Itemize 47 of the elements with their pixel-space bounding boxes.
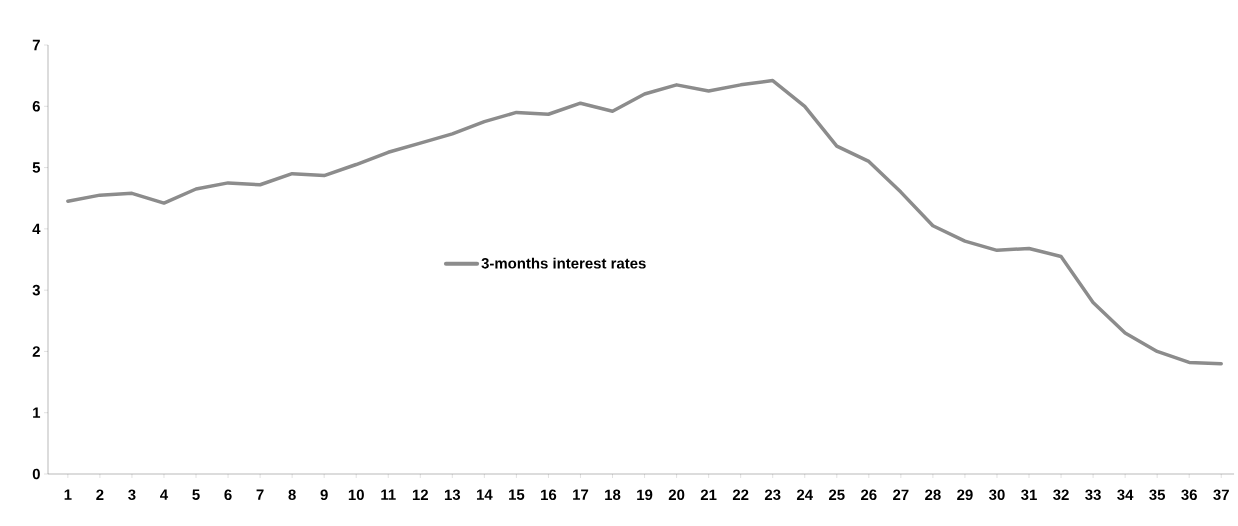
x-tick-label: 22 xyxy=(732,489,749,500)
x-tick-label: 24 xyxy=(796,489,813,500)
x-tick-label: 21 xyxy=(700,489,717,500)
x-tick-label: 15 xyxy=(509,489,525,500)
x-tick-label: 35 xyxy=(1149,489,1166,501)
line-series xyxy=(66,78,1223,366)
x-tick-label: 30 xyxy=(989,489,1005,501)
x-tick-label: 19 xyxy=(637,489,653,501)
x-tick-label: 29 xyxy=(957,489,973,501)
x-tick-label: 16 xyxy=(541,489,557,501)
x-tick-label: 17 xyxy=(573,489,589,500)
y-tick-label: 6 xyxy=(32,101,40,112)
x-tick-label: 3 xyxy=(128,489,136,501)
x-tick-label: 12 xyxy=(412,489,428,500)
x-tick-label: 5 xyxy=(192,489,200,500)
x-tick-label: 4 xyxy=(160,489,169,500)
x-tick-label: 6 xyxy=(224,489,232,501)
x-tick-label: 18 xyxy=(605,489,621,501)
x-tick-label: 9 xyxy=(320,489,328,501)
x-tick-label: 1 xyxy=(64,489,72,500)
x-tick-label: 36 xyxy=(1181,489,1197,501)
y-tick-label: 2 xyxy=(32,346,40,357)
x-tick-label: 14 xyxy=(476,489,493,500)
x-tick-label: 11 xyxy=(381,489,396,500)
x-tick-label: 2 xyxy=(96,489,104,500)
x-tick-label: 33 xyxy=(1085,489,1101,501)
x-tick-label: 25 xyxy=(828,489,845,501)
y-tick-label: 1 xyxy=(33,407,41,418)
x-tick-label: 27 xyxy=(893,489,909,500)
x-tick-label: 31 xyxy=(1021,489,1037,501)
legend-label: 3-months interest rates xyxy=(481,257,646,269)
x-tick-label: 10 xyxy=(348,489,364,501)
y-tick-label: 0 xyxy=(32,468,40,480)
x-tick-label: 23 xyxy=(764,489,781,501)
x-tick-label: 13 xyxy=(444,489,461,501)
x-tick-label: 32 xyxy=(1053,489,1069,501)
x-tick-label: 26 xyxy=(861,489,877,501)
y-tick-label: 5 xyxy=(32,162,41,173)
x-tick-label: 28 xyxy=(925,489,941,501)
y-tick-label: 3 xyxy=(32,284,40,296)
y-tick-label: 7 xyxy=(32,39,40,51)
x-tick-label: 37 xyxy=(1213,489,1229,501)
y-tick-label: 4 xyxy=(32,223,41,234)
x-tick-label: 34 xyxy=(1117,489,1134,501)
x-tick-label: 20 xyxy=(668,489,685,501)
x-tick-label: 7 xyxy=(256,489,264,500)
x-tick-label: 8 xyxy=(288,489,296,501)
